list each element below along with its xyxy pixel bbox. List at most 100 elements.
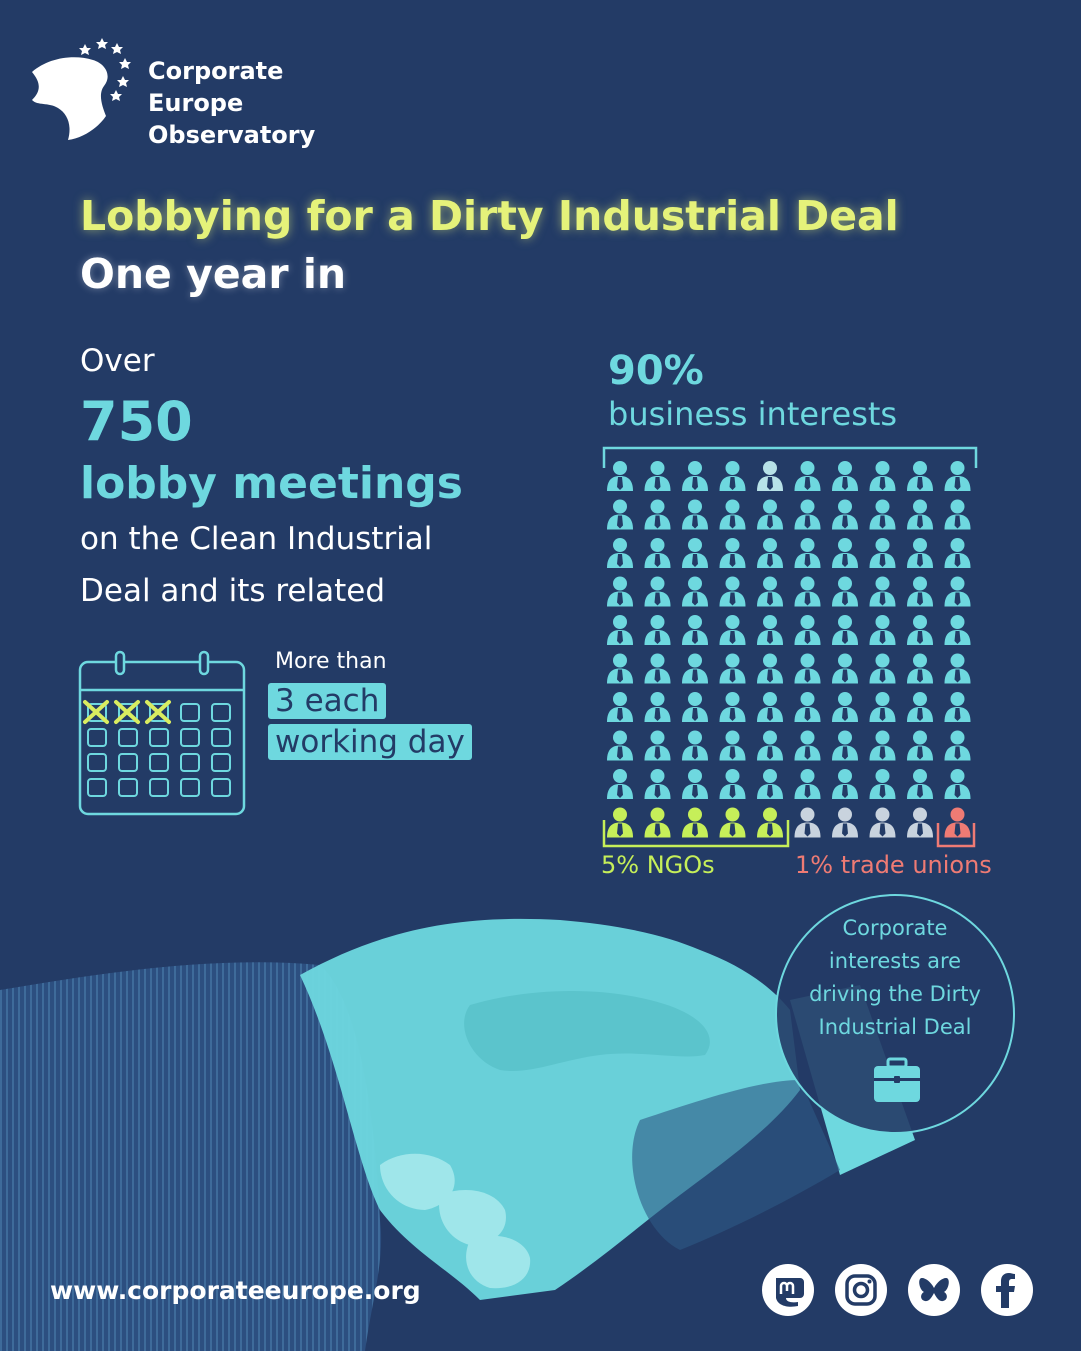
person-icon-business — [719, 692, 746, 722]
person-icon-business — [869, 538, 896, 568]
right-hand-fingers — [464, 990, 710, 1072]
logo-line: Observatory — [148, 121, 316, 149]
person-icon-business — [832, 576, 858, 607]
meeting-count: 750 — [80, 390, 193, 453]
person-icon-business — [794, 730, 821, 761]
person-icon-business — [682, 692, 708, 722]
calendar-day — [118, 753, 138, 772]
finger-knuckle — [466, 1235, 531, 1289]
ngo-bracket — [602, 820, 790, 848]
person-icon-business — [832, 499, 858, 530]
person-icon-business — [644, 769, 671, 799]
person-icon-business — [907, 730, 933, 761]
person-icon-business — [794, 576, 821, 607]
person-icon-ngo — [644, 807, 671, 838]
calendar-day — [180, 753, 200, 772]
person-icon-trade-union — [944, 807, 971, 838]
facebook-icon[interactable] — [981, 1264, 1033, 1316]
bluesky-icon[interactable] — [908, 1264, 960, 1316]
person-icon-business — [757, 653, 783, 684]
website-link[interactable]: www.corporateeurope.org — [50, 1276, 421, 1305]
person-icon-business — [607, 692, 633, 722]
person-icon-business — [944, 615, 971, 645]
person-icon-business — [644, 461, 671, 491]
calendar-day — [211, 728, 231, 747]
person-icon-business — [794, 615, 821, 645]
person-icon-ngo — [607, 807, 633, 838]
person-icon-business — [757, 538, 783, 568]
person-icon-business — [757, 692, 783, 722]
person-icon-business — [869, 769, 896, 799]
person-icon-business — [607, 653, 633, 684]
person-icon-business — [944, 499, 971, 530]
person-icon-business — [644, 615, 671, 645]
calendar-day — [211, 703, 231, 722]
person-icon-business — [719, 615, 746, 645]
calendar-day — [149, 728, 169, 747]
calendar-day — [149, 778, 169, 797]
calendar-day — [87, 778, 107, 797]
person-icon-business — [719, 499, 746, 530]
calendar-day — [87, 728, 107, 747]
logo-wordmark: Corporate Europe Observatory — [148, 55, 315, 151]
person-icon-other — [794, 807, 821, 838]
instagram-icon[interactable] — [835, 1264, 887, 1316]
person-icon-business — [832, 692, 858, 722]
calendar-day — [87, 703, 107, 722]
calendar-day — [180, 778, 200, 797]
person-icon-business — [869, 615, 896, 645]
calendar-day — [118, 778, 138, 797]
person-icon-business — [682, 461, 708, 491]
person-icon-business — [607, 615, 633, 645]
calendar-icon — [78, 650, 246, 816]
person-icon-business — [794, 692, 821, 722]
person-icon-business — [794, 499, 821, 530]
headline: Lobbying for a Dirty Industrial Deal — [80, 192, 899, 240]
subheadline: One year in — [80, 250, 347, 298]
callout-line: interests are — [828, 949, 962, 973]
person-icon-business — [907, 769, 933, 799]
person-icon-business — [944, 769, 971, 799]
callout-text: Corporate interests are driving the Dirt… — [777, 912, 1013, 1044]
business-label: business interests — [608, 395, 898, 433]
person-icon-business — [644, 538, 671, 568]
person-icon-business — [944, 576, 971, 607]
person-icon-business — [719, 576, 746, 607]
person-icon-business — [869, 576, 896, 607]
person-icon-business — [682, 730, 708, 761]
person-icon-business — [719, 653, 746, 684]
person-icon-business — [794, 653, 821, 684]
person-icon-business — [682, 653, 708, 684]
person-icon-business — [794, 461, 821, 491]
calendar-day — [149, 703, 169, 722]
person-icon-business — [607, 499, 633, 530]
person-icon-business — [757, 461, 783, 491]
callout-line: Corporate — [842, 916, 948, 940]
person-icon-business — [644, 692, 671, 722]
calendar-day — [149, 753, 169, 772]
person-icon-business — [944, 653, 971, 684]
left-sleeve — [0, 962, 382, 1351]
mastodon-icon[interactable] — [762, 1264, 814, 1316]
person-icon-business — [607, 461, 633, 491]
person-icon-ngo — [757, 807, 783, 838]
meetings-description: Deal and its related — [80, 573, 386, 609]
person-icon-business — [944, 692, 971, 722]
finger-knuckle — [380, 1153, 455, 1210]
person-icon-business — [719, 730, 746, 761]
person-icon-business — [832, 730, 858, 761]
person-icon-business — [682, 538, 708, 568]
callout-circle: Corporate interests are driving the Dirt… — [775, 894, 1015, 1134]
frequency-highlight: working day — [268, 724, 472, 760]
finger-knuckle — [439, 1190, 506, 1245]
calendar-day — [211, 778, 231, 797]
person-icon-other — [907, 807, 933, 838]
person-icon-business — [832, 653, 858, 684]
people-waffle — [602, 446, 978, 848]
person-icon-business — [944, 538, 971, 568]
person-icon-business — [907, 615, 933, 645]
person-icon-business — [944, 730, 971, 761]
person-icon-business — [907, 653, 933, 684]
person-icon-business — [719, 769, 746, 799]
